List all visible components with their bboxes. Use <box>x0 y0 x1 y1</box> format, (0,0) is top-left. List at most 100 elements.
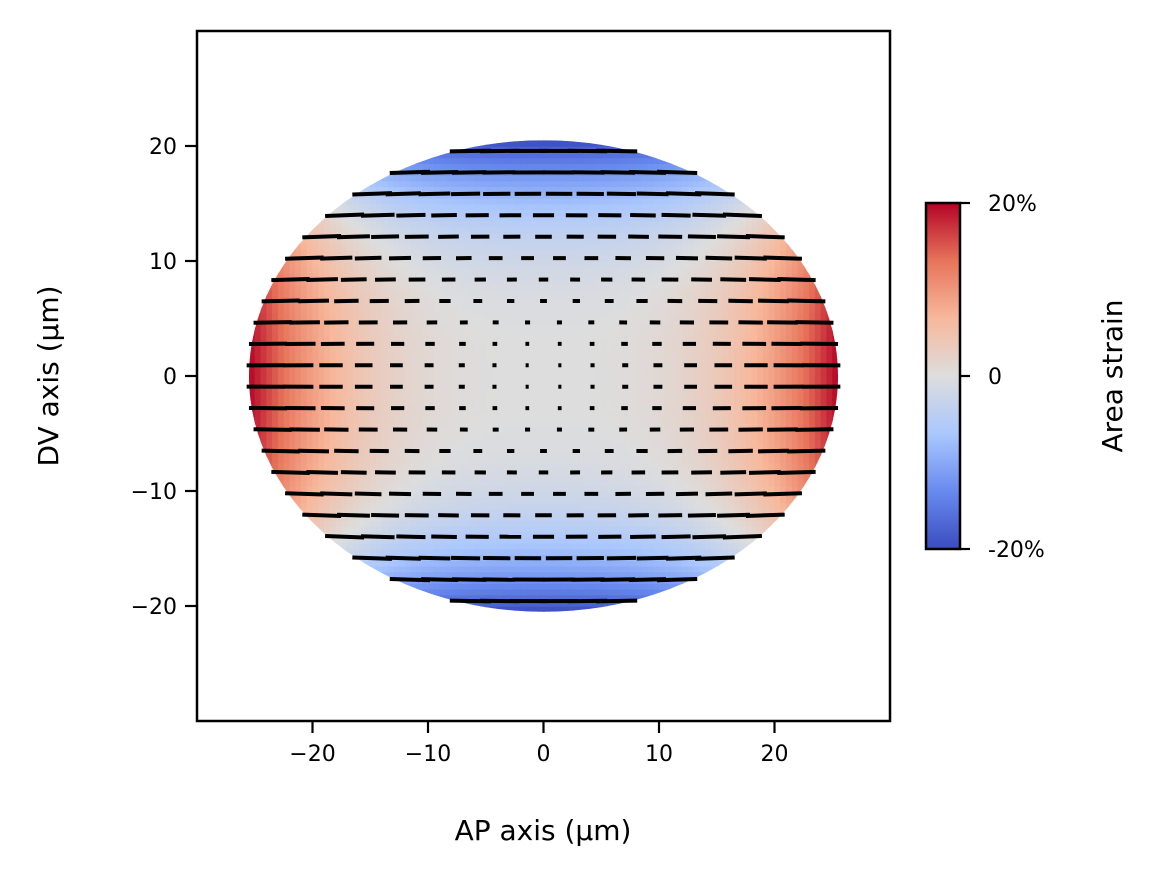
strain-cell <box>601 387 608 395</box>
strain-cell <box>318 376 325 383</box>
strain-cell <box>537 427 545 435</box>
strain-cell <box>624 427 631 435</box>
strain-cell <box>491 479 499 487</box>
strain-cell <box>624 209 631 216</box>
strain-cell <box>393 410 400 418</box>
strain-cell <box>549 491 556 498</box>
strain-cell <box>526 358 533 366</box>
strain-cell <box>456 301 464 308</box>
strain-cell <box>618 387 626 395</box>
strain-cell <box>341 393 348 400</box>
strain-cell <box>618 473 626 481</box>
strain-cell <box>341 496 348 504</box>
strain-cell <box>283 261 291 268</box>
strain-cell <box>497 502 504 510</box>
strain-cell <box>295 301 302 308</box>
strain-cell <box>462 209 470 216</box>
strain-cell <box>479 479 487 487</box>
strain-cell <box>503 261 510 268</box>
strain-cell <box>612 548 620 556</box>
strain-cell <box>485 531 493 538</box>
strain-cell <box>537 186 545 193</box>
strain-cell <box>555 433 562 441</box>
strain-cell <box>583 232 591 239</box>
strain-cell <box>376 537 383 544</box>
strain-cell <box>491 238 499 245</box>
strain-cell <box>324 473 331 481</box>
strain-cell <box>595 312 603 320</box>
strain-cell <box>641 583 649 590</box>
strain-cell <box>266 295 273 303</box>
strain-cell <box>422 594 429 602</box>
strain-cell <box>578 502 585 510</box>
strain-cell <box>653 473 660 481</box>
strain-cell <box>272 335 279 343</box>
strain-cell <box>572 324 579 331</box>
strain-cell <box>601 600 608 607</box>
strain-cell <box>641 439 649 446</box>
strain-cell <box>612 330 620 337</box>
strain-cell <box>289 364 296 372</box>
strain-cell <box>462 341 470 349</box>
strain-cell <box>601 502 608 510</box>
strain-cell <box>514 456 522 464</box>
strain-cell <box>520 399 527 406</box>
strain-cell <box>485 422 493 429</box>
strain-cell <box>404 468 412 475</box>
strain-cell <box>583 174 591 182</box>
strain-cell <box>358 289 366 297</box>
strain-cell <box>306 347 314 354</box>
strain-cell <box>410 571 418 579</box>
strain-cell <box>607 491 614 498</box>
strain-cell <box>479 209 487 216</box>
strain-cell <box>526 347 533 354</box>
strain-cell <box>376 301 383 308</box>
strain-cell <box>526 197 533 205</box>
strain-cell <box>468 439 476 446</box>
strain-cell <box>433 243 441 251</box>
strain-cell <box>306 514 314 521</box>
strain-cell <box>647 197 655 205</box>
strain-cell <box>578 456 585 464</box>
strain-cell <box>399 209 406 216</box>
strain-cell <box>329 272 337 280</box>
strain-cell <box>312 266 320 274</box>
strain-cell <box>514 387 522 395</box>
strain-cell <box>630 307 637 314</box>
strain-cell <box>468 542 476 550</box>
strain-cell <box>531 157 539 165</box>
strain-cell <box>329 473 337 481</box>
strain-cell <box>393 399 400 406</box>
strain-cell <box>549 163 556 170</box>
strain-cell <box>272 473 279 481</box>
strain-cell <box>555 226 562 234</box>
strain-cell <box>549 209 556 216</box>
strain-cell <box>364 261 372 268</box>
strain-cell <box>526 399 533 406</box>
strain-cell <box>347 381 354 389</box>
strain-cell <box>428 450 435 458</box>
strain-cell <box>508 266 516 274</box>
strain-cell <box>531 301 539 308</box>
strain-cell <box>295 307 302 314</box>
strain-cell <box>387 243 395 251</box>
strain-cell <box>329 243 337 251</box>
strain-cell <box>497 180 504 188</box>
strain-cell <box>491 571 499 579</box>
strain-cell <box>537 226 545 234</box>
strain-cell <box>341 249 348 257</box>
strain-cell <box>583 416 591 423</box>
strain-cell <box>630 180 637 188</box>
strain-cell <box>410 588 418 596</box>
strain-cell <box>543 542 551 550</box>
strain-cell <box>283 284 291 291</box>
strain-cell <box>514 422 522 429</box>
strain-cell <box>560 209 568 216</box>
strain-cell <box>376 416 383 423</box>
strain-cell <box>474 491 481 498</box>
strain-cell <box>399 519 406 527</box>
strain-cell <box>306 485 314 492</box>
strain-cell <box>647 249 655 257</box>
strain-cell <box>589 399 597 406</box>
strain-cell <box>491 243 499 251</box>
